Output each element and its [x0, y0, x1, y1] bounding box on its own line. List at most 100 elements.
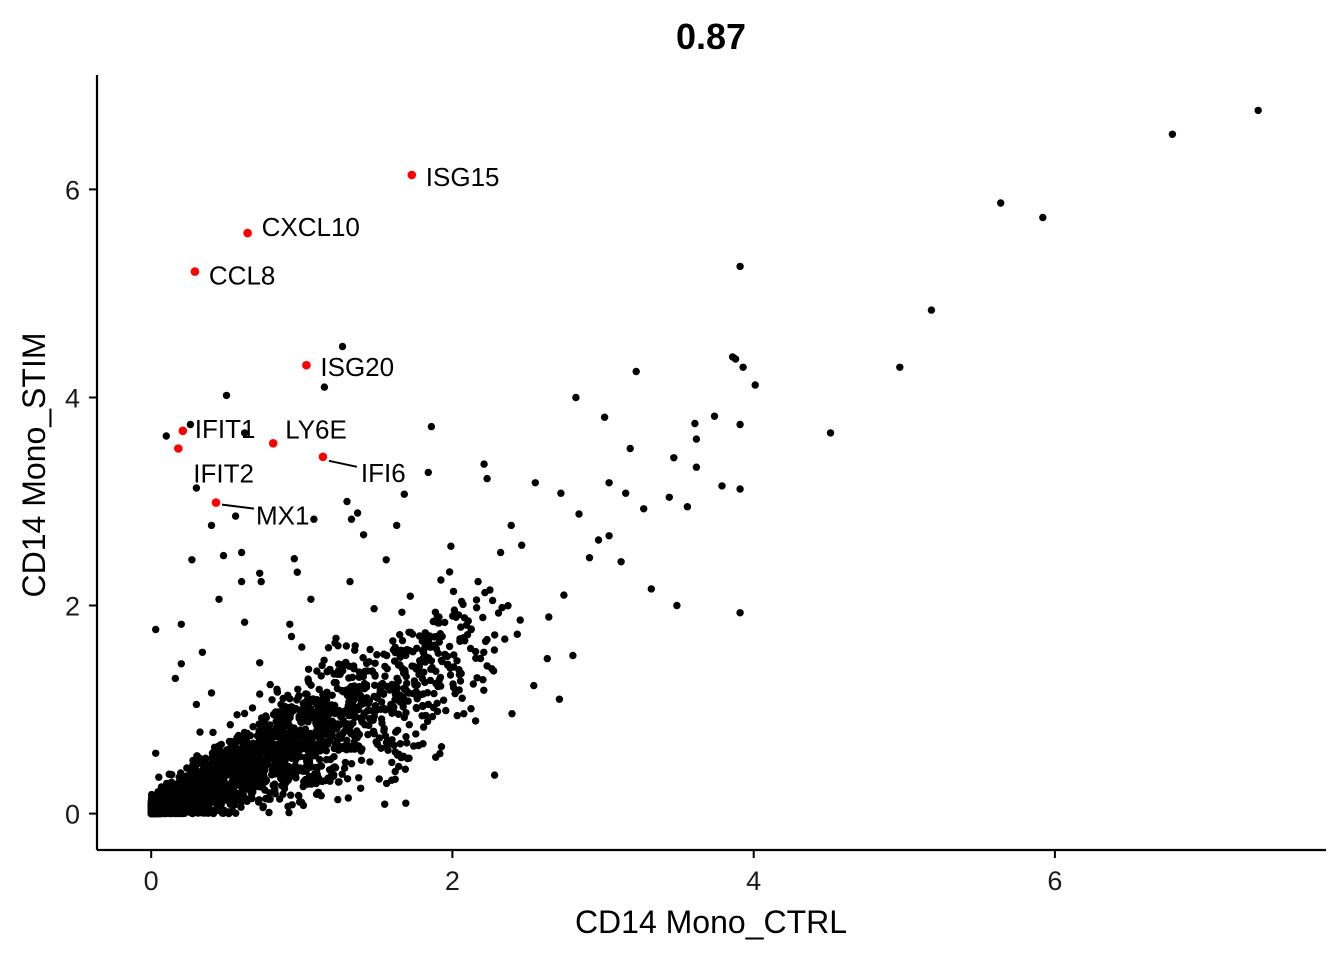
data-point — [463, 631, 472, 639]
data-point — [480, 686, 488, 694]
data-point — [305, 761, 313, 769]
data-point — [235, 764, 243, 772]
data-point — [401, 765, 409, 773]
highlighted-point — [407, 170, 417, 180]
data-point — [418, 701, 427, 710]
data-point — [186, 420, 195, 429]
data-point — [467, 705, 475, 713]
data-point — [441, 650, 449, 659]
data-point — [490, 771, 499, 779]
data-point — [371, 706, 380, 715]
data-point — [388, 736, 396, 744]
data-point — [622, 489, 630, 497]
data-point — [266, 680, 274, 689]
data-point — [336, 670, 344, 678]
data-point — [572, 393, 580, 402]
data-point — [455, 666, 463, 674]
data-point — [277, 726, 285, 734]
data-point — [383, 665, 391, 673]
data-point — [278, 766, 286, 775]
data-point — [355, 668, 364, 676]
data-point — [358, 718, 366, 726]
data-point — [179, 779, 187, 788]
data-point — [232, 809, 240, 817]
data-point — [268, 770, 276, 779]
data-point — [319, 730, 327, 738]
data-point — [330, 720, 339, 729]
highlight-layer: ISG15 CXCL10 CCL8 ISG20 IFIT1 LY6E IFIT2 IFI6 MX… — [174, 162, 500, 531]
data-point — [291, 764, 299, 772]
data-point — [412, 665, 420, 673]
data-point — [388, 758, 396, 767]
data-point — [321, 710, 329, 718]
data-point — [284, 765, 292, 773]
data-point — [530, 681, 538, 690]
data-point — [469, 680, 477, 688]
data-point — [330, 670, 338, 678]
data-point — [471, 717, 480, 725]
data-point — [483, 474, 491, 483]
data-point — [454, 611, 463, 619]
data-point — [279, 694, 287, 703]
data-point — [340, 687, 348, 695]
data-point — [257, 577, 265, 586]
data-point — [479, 613, 487, 622]
data-point — [483, 635, 491, 644]
data-point — [239, 755, 247, 763]
data-point — [359, 531, 368, 539]
data-point — [177, 620, 185, 628]
data-point — [691, 419, 699, 428]
data-point — [403, 739, 411, 747]
data-point — [330, 744, 338, 753]
highlighted-point — [302, 360, 311, 370]
data-point — [483, 662, 491, 670]
data-point — [826, 429, 835, 437]
data-point — [683, 503, 692, 511]
data-point — [284, 802, 292, 811]
data-point — [736, 485, 744, 493]
data-point — [159, 787, 168, 796]
data-point — [491, 631, 499, 639]
data-point — [196, 728, 204, 736]
data-point — [516, 616, 524, 624]
data-point — [490, 646, 499, 654]
data-point — [334, 795, 342, 804]
data-point — [545, 613, 553, 621]
data-point — [402, 799, 410, 807]
data-point — [248, 704, 257, 712]
data-point — [467, 625, 475, 634]
data-point — [419, 649, 428, 657]
data-point — [198, 648, 207, 656]
axes-layer: 0 2 4 6 0 2 4 6 — [65, 75, 1326, 896]
data-point — [626, 444, 634, 453]
data-point — [328, 701, 336, 709]
data-point — [222, 391, 231, 400]
data-point — [531, 479, 539, 487]
data-point — [221, 788, 230, 796]
data-point — [173, 795, 182, 803]
data-point — [424, 700, 432, 709]
data-point — [249, 723, 257, 731]
gene-label: IFI6 — [361, 458, 406, 488]
data-point — [201, 762, 210, 770]
data-point — [296, 764, 304, 772]
data-point — [555, 695, 564, 703]
data-point — [188, 556, 196, 564]
data-point — [398, 636, 407, 645]
data-point — [317, 792, 325, 800]
data-point — [226, 721, 234, 729]
data-point — [437, 743, 446, 751]
data-point — [472, 604, 481, 612]
data-point — [167, 805, 176, 813]
data-point — [344, 794, 352, 802]
x-tick-label: 6 — [1047, 866, 1062, 896]
data-point — [370, 605, 378, 613]
data-point — [473, 674, 481, 682]
data-point — [437, 576, 445, 584]
data-point — [391, 767, 399, 776]
data-point — [346, 577, 354, 586]
data-point — [148, 794, 156, 802]
data-point — [507, 521, 515, 530]
data-point — [162, 432, 170, 440]
data-point — [458, 694, 466, 702]
